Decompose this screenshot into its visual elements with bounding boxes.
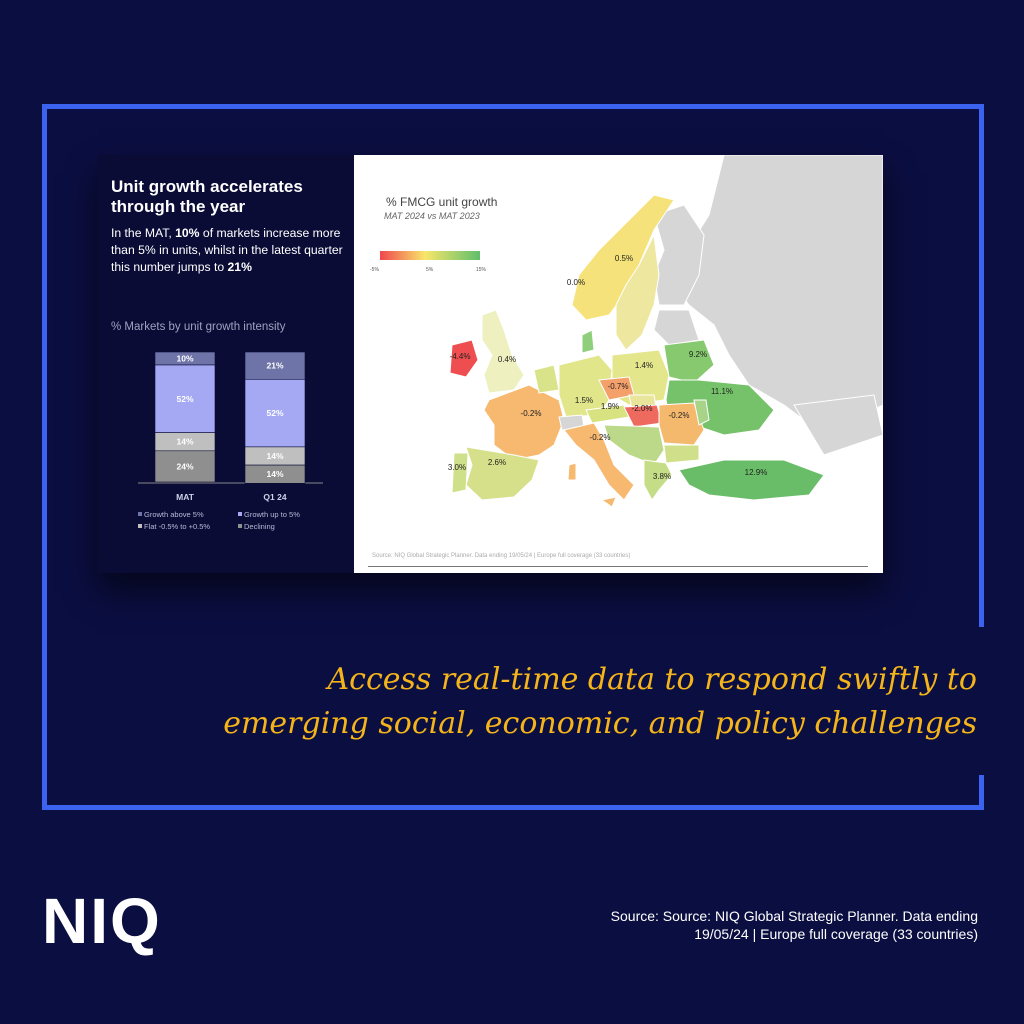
map-value-label: 3.0% bbox=[448, 463, 466, 472]
color-scale-legend bbox=[380, 251, 480, 260]
map-value-label: 0.5% bbox=[615, 254, 633, 263]
region-sweden bbox=[615, 233, 660, 351]
region-kazakh bbox=[793, 394, 883, 456]
stacked-bar-chart: 10% 52% 14% 24% MAT 21% 52% 14% 14% Q1 24 Growth a… bbox=[138, 351, 323, 531]
decorative-frame bbox=[42, 104, 984, 810]
region-turkey bbox=[678, 459, 825, 501]
map-value-label: 1.5% bbox=[575, 396, 593, 405]
bar-data-label: 14% bbox=[266, 469, 283, 479]
desc-part-2: of markets increase more than 5% in unit… bbox=[111, 226, 343, 274]
region-finland bbox=[653, 204, 705, 306]
map-value-label: -0.7% bbox=[608, 382, 629, 391]
legend-max-label: 15% bbox=[476, 267, 487, 273]
map-value-label: 1.4% bbox=[635, 361, 653, 370]
left-panel: Unit growth accelerates through the year… bbox=[98, 155, 354, 573]
bar-segment bbox=[244, 378, 306, 448]
legend-label: Flat -0.5% to +0.5% bbox=[144, 522, 210, 531]
map-value-label: 3.8% bbox=[653, 472, 671, 481]
map-source: Source: NIQ Global Strategic Planner. Da… bbox=[372, 553, 631, 559]
region-belarus bbox=[663, 339, 715, 384]
region-spain bbox=[465, 446, 540, 501]
bar-data-label: 14% bbox=[266, 451, 283, 461]
legend-swatch bbox=[138, 524, 142, 528]
region-benelux bbox=[533, 364, 560, 394]
map-value-label: 12.9% bbox=[745, 468, 768, 477]
desc-highlight-2: 21% bbox=[227, 260, 252, 274]
legend-min-label: -5% bbox=[370, 267, 379, 273]
region-moldova bbox=[693, 399, 710, 426]
bar-segment bbox=[244, 351, 306, 380]
bar-data-label: 14% bbox=[176, 437, 193, 447]
legend-swatch bbox=[238, 524, 242, 528]
frame-gap bbox=[970, 627, 986, 775]
bar-data-label: 52% bbox=[266, 408, 283, 418]
region-france bbox=[483, 384, 565, 461]
map-value-label: -4.4% bbox=[450, 352, 471, 361]
map-value-label: -0.2% bbox=[521, 409, 542, 418]
map-value-label: 9.2% bbox=[689, 350, 707, 359]
panel-title: Unit growth accelerates through the year bbox=[111, 177, 303, 216]
map-value-label: -0.2% bbox=[669, 411, 690, 420]
region-norway bbox=[571, 194, 675, 321]
map-value-label: 0.0% bbox=[567, 278, 585, 287]
desc-part-1: In the MAT, bbox=[111, 226, 176, 240]
legend-swatch bbox=[238, 512, 242, 516]
region-portugal bbox=[451, 452, 469, 494]
category-label: MAT bbox=[176, 492, 195, 502]
right-panel: % FMCG unit growth MAT 2024 vs MAT 2023 … bbox=[354, 155, 883, 573]
tagline-line-1: Access real-time data to respond swiftly… bbox=[327, 662, 977, 697]
map-value-label: 11.1% bbox=[711, 387, 733, 396]
map-value-label: -2.0% bbox=[632, 404, 653, 413]
panel-description: In the MAT, 10% of markets increase more… bbox=[111, 225, 346, 276]
map-title: % FMCG unit growth bbox=[386, 195, 498, 209]
region-denmark bbox=[581, 329, 595, 354]
legend-mid-label: 5% bbox=[426, 267, 434, 273]
map-value-label: -0.2% bbox=[590, 433, 611, 442]
region-balkans bbox=[603, 424, 665, 466]
region-bulgaria bbox=[663, 444, 700, 464]
legend-label: Growth above 5% bbox=[144, 510, 204, 519]
europe-map: 0.0% 0.5% -4.4% 0.4% 1.5% 1.4% 9.2% 11.1% -0.7% -… bbox=[448, 155, 883, 508]
map-value-label: 2.6% bbox=[488, 458, 506, 467]
legend-swatch bbox=[138, 512, 142, 516]
region-greece bbox=[643, 459, 673, 501]
map-value-label: 0.4% bbox=[498, 355, 516, 364]
region-italy bbox=[563, 422, 635, 501]
region-baltics bbox=[653, 309, 700, 346]
tagline-line-2: emerging social, economic, and policy ch… bbox=[223, 706, 977, 741]
bar-data-label: 52% bbox=[176, 394, 193, 404]
legend-label: Growth up to 5% bbox=[244, 510, 300, 519]
bar-segment bbox=[154, 364, 216, 433]
chart-subtitle: % Markets by unit growth intensity bbox=[111, 321, 286, 333]
region-sardinia bbox=[567, 462, 577, 481]
map-subtitle: MAT 2024 vs MAT 2023 bbox=[384, 211, 480, 221]
bar-data-label: 21% bbox=[266, 361, 283, 371]
footer-source: Source: Source: NIQ Global Strategic Pla… bbox=[520, 907, 978, 943]
region-uk bbox=[481, 309, 525, 394]
legend-label: Declining bbox=[244, 522, 275, 531]
tagline: Access real-time data to respond swiftly… bbox=[0, 658, 977, 746]
footer-source-line-2: 19/05/24 | Europe full coverage (33 coun… bbox=[694, 926, 978, 942]
region-sicily bbox=[600, 496, 617, 508]
map-divider bbox=[368, 566, 868, 567]
bar-segment bbox=[154, 450, 216, 483]
region-ireland bbox=[449, 339, 479, 378]
niq-logo: NIQ bbox=[42, 885, 162, 957]
infographic-card: Unit growth accelerates through the year… bbox=[98, 155, 883, 573]
bar-data-label: 10% bbox=[176, 354, 193, 364]
bar-segment bbox=[244, 464, 306, 484]
desc-highlight-1: 10% bbox=[175, 226, 200, 240]
bar-data-label: 24% bbox=[176, 461, 193, 471]
map-value-label: 1.9% bbox=[601, 402, 619, 411]
category-label: Q1 24 bbox=[263, 492, 286, 502]
footer-source-line-1: Source: Source: NIQ Global Strategic Pla… bbox=[610, 908, 978, 924]
